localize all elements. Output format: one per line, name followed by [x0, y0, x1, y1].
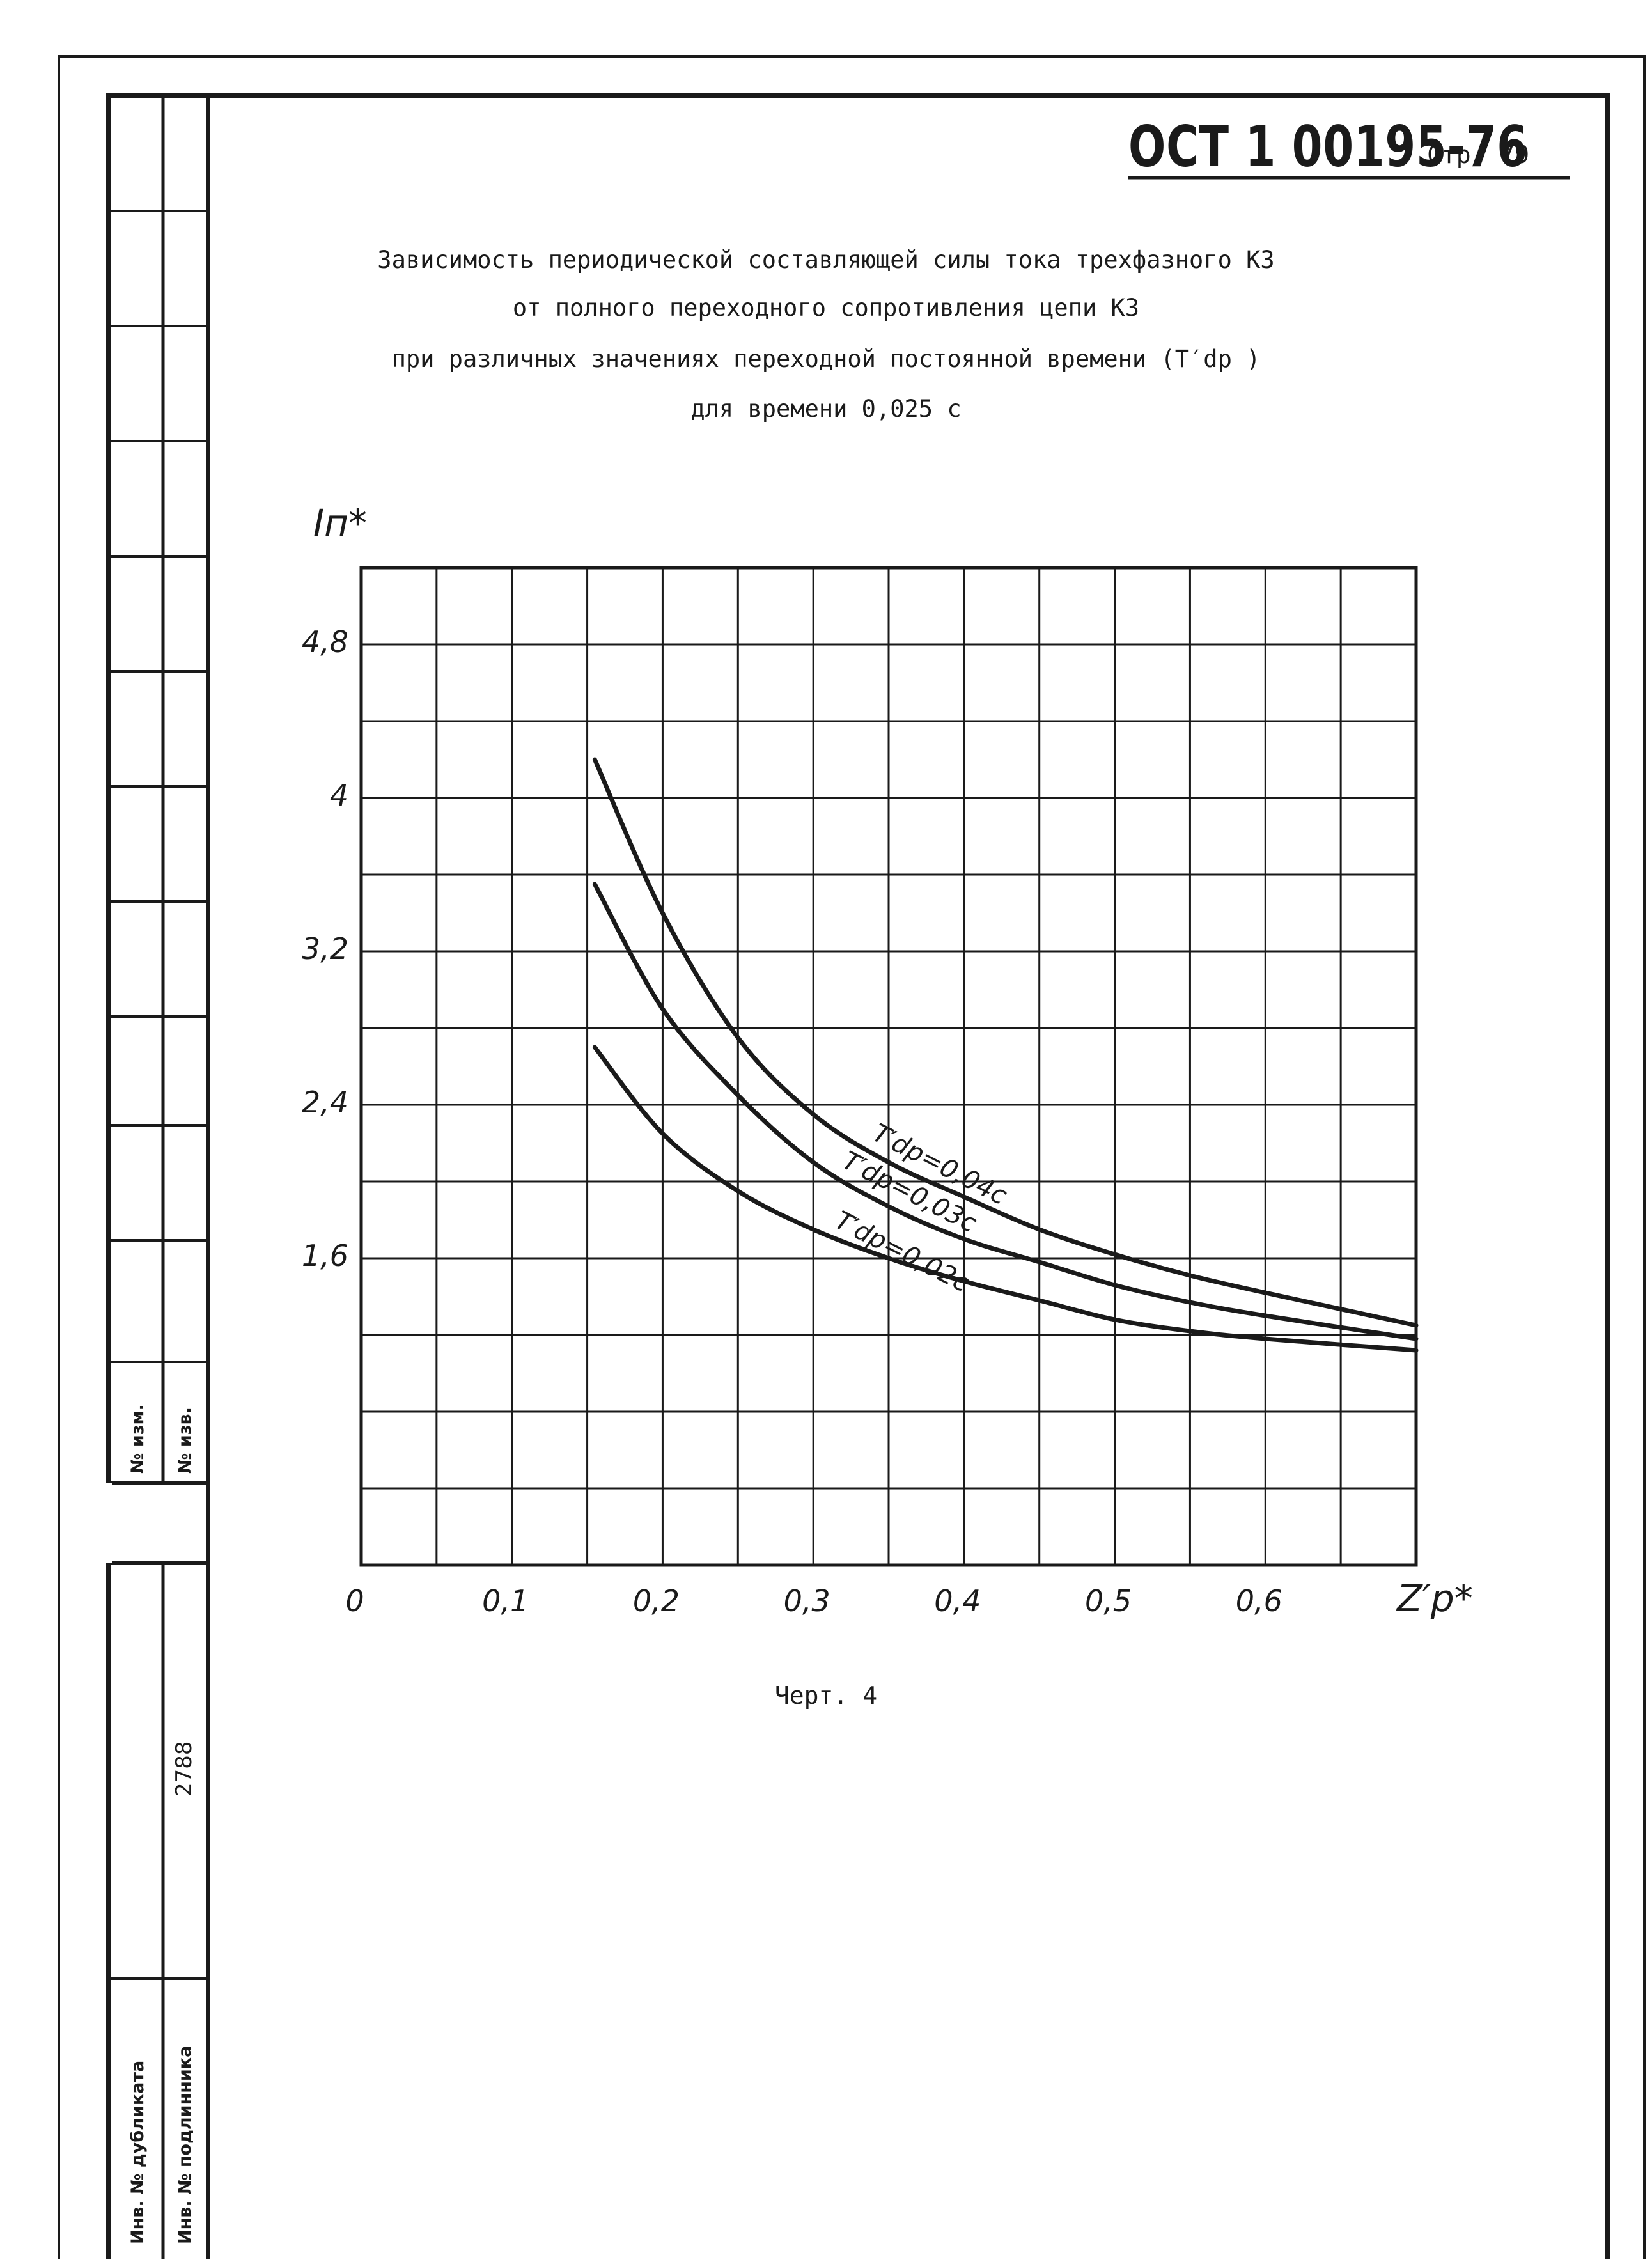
chart-grid: [360, 566, 1417, 1566]
figure-caption: Черт. 4: [774, 1681, 878, 1710]
x-tick-label: 0,6: [1236, 1584, 1282, 1618]
x-tick-label: 0,5: [1085, 1584, 1132, 1618]
outer-border: [58, 55, 1646, 2262]
x-axis-label: Z′p*: [1396, 1577, 1473, 1620]
y-tick-label: 1,6: [302, 1238, 348, 1273]
x-tick-label: 0,1: [482, 1584, 529, 1618]
inner-border: [106, 93, 1610, 2262]
page-number-label: Стр. 79: [1427, 141, 1529, 169]
document-code: ОСТ 1 00195-76: [1128, 114, 1528, 180]
plot-area-border: [359, 566, 1418, 1567]
curve-series-1: [592, 757, 1419, 1328]
page-number: 79: [1500, 141, 1530, 169]
title-line-1: Зависимость периодической составляющей с…: [377, 246, 1275, 274]
x-tick-label: 0: [345, 1584, 364, 1618]
y-tick-label: 3,2: [302, 932, 348, 966]
title-line-2: от полного переходного сопротивления цеп…: [512, 294, 1140, 322]
title-line-4: для времени 0,025 с: [690, 395, 962, 423]
curve-series-3: [592, 1045, 1419, 1353]
page-label-text: Стр.: [1427, 141, 1486, 169]
y-axis-label: Iп*: [313, 501, 367, 545]
x-tick-label: 0,3: [784, 1584, 830, 1618]
y-tick-label: 4: [330, 778, 348, 813]
x-tick-label: 0,2: [633, 1584, 680, 1618]
curve-series-2: [592, 882, 1419, 1341]
y-tick-label: 2,4: [302, 1085, 348, 1119]
x-tick-label: 0,4: [934, 1584, 981, 1618]
y-tick-label: 4,8: [302, 625, 348, 659]
title-line-3: при различных значениях переходной посто…: [391, 345, 1261, 373]
